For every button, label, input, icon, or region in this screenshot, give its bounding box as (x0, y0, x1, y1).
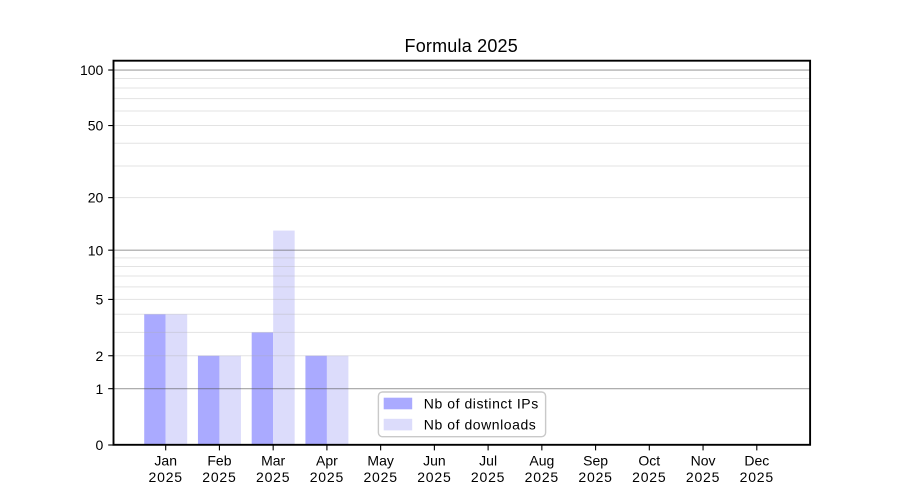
svg-text:2025: 2025 (578, 469, 612, 485)
svg-text:2025: 2025 (256, 469, 290, 485)
svg-text:Jul: Jul (479, 452, 497, 468)
svg-text:Formula 2025: Formula 2025 (405, 36, 518, 56)
svg-text:Nb of distinct IPs: Nb of distinct IPs (424, 396, 539, 412)
svg-text:2025: 2025 (149, 469, 183, 485)
svg-text:Apr: Apr (316, 452, 338, 468)
svg-text:10: 10 (88, 242, 104, 258)
svg-text:Feb: Feb (207, 452, 231, 468)
svg-text:2025: 2025 (363, 469, 397, 485)
svg-text:May: May (367, 452, 393, 468)
svg-text:2025: 2025 (417, 469, 451, 485)
svg-text:2025: 2025 (310, 469, 344, 485)
svg-text:2025: 2025 (686, 469, 720, 485)
svg-text:Jan: Jan (154, 452, 177, 468)
svg-text:50: 50 (88, 118, 104, 134)
svg-text:Sep: Sep (583, 452, 608, 468)
svg-text:1: 1 (96, 381, 104, 397)
svg-text:Jun: Jun (423, 452, 446, 468)
svg-text:2025: 2025 (525, 469, 559, 485)
svg-text:2025: 2025 (202, 469, 236, 485)
svg-text:2: 2 (96, 348, 104, 364)
svg-text:Nov: Nov (691, 452, 716, 468)
svg-text:20: 20 (88, 190, 104, 206)
svg-text:Aug: Aug (529, 452, 554, 468)
svg-text:Nb of downloads: Nb of downloads (424, 417, 537, 433)
svg-text:Dec: Dec (744, 452, 769, 468)
svg-text:Mar: Mar (261, 452, 285, 468)
svg-text:5: 5 (96, 292, 104, 308)
svg-text:2025: 2025 (740, 469, 774, 485)
svg-text:100: 100 (80, 62, 104, 78)
svg-text:2025: 2025 (632, 469, 666, 485)
svg-text:Oct: Oct (638, 452, 660, 468)
svg-text:0: 0 (96, 437, 104, 453)
svg-text:2025: 2025 (471, 469, 505, 485)
